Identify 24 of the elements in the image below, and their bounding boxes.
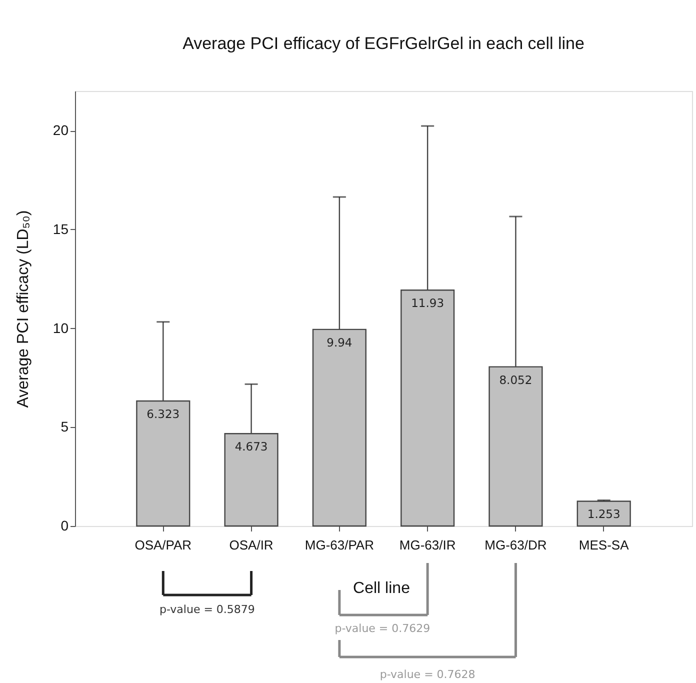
y-tick-label: 15	[52, 220, 69, 237]
text: p-value = 0.7629	[334, 622, 430, 635]
data-label: 9.94	[326, 335, 352, 350]
text: p-value = 0.5879	[160, 603, 255, 616]
data-label: 11.93	[411, 296, 444, 310]
bar	[576, 500, 631, 527]
x-tick-label: MG-63/PAR	[304, 538, 374, 552]
x-tick-label: MG-63/DR	[484, 538, 547, 552]
y-axis-title: Average PCI efficacy (LD₅₀)	[14, 210, 32, 408]
x-tick-label: MG-63/IR	[399, 538, 456, 552]
chart-title: Average PCI efficacy of EGFrGelrGel in each cell line	[182, 34, 584, 53]
data-label: 1.253	[587, 507, 620, 522]
x-tick-label: MES-SA	[578, 538, 630, 552]
text: p-value = 0.7628	[380, 668, 476, 681]
x-tick-label: OSA/PAR	[134, 538, 192, 552]
data-label: 6.323	[146, 406, 180, 421]
x-axis-title: Cell line	[353, 580, 410, 597]
x-tick-label: OSA/IR	[229, 538, 274, 552]
y-tick-label: 20	[52, 122, 69, 138]
y-tick-label: 5	[60, 418, 69, 435]
y-tick-label: 10	[52, 320, 69, 336]
y-tick-label: 0	[60, 518, 69, 534]
data-label: 4.673	[234, 440, 268, 454]
data-label: 8.052	[499, 372, 532, 387]
